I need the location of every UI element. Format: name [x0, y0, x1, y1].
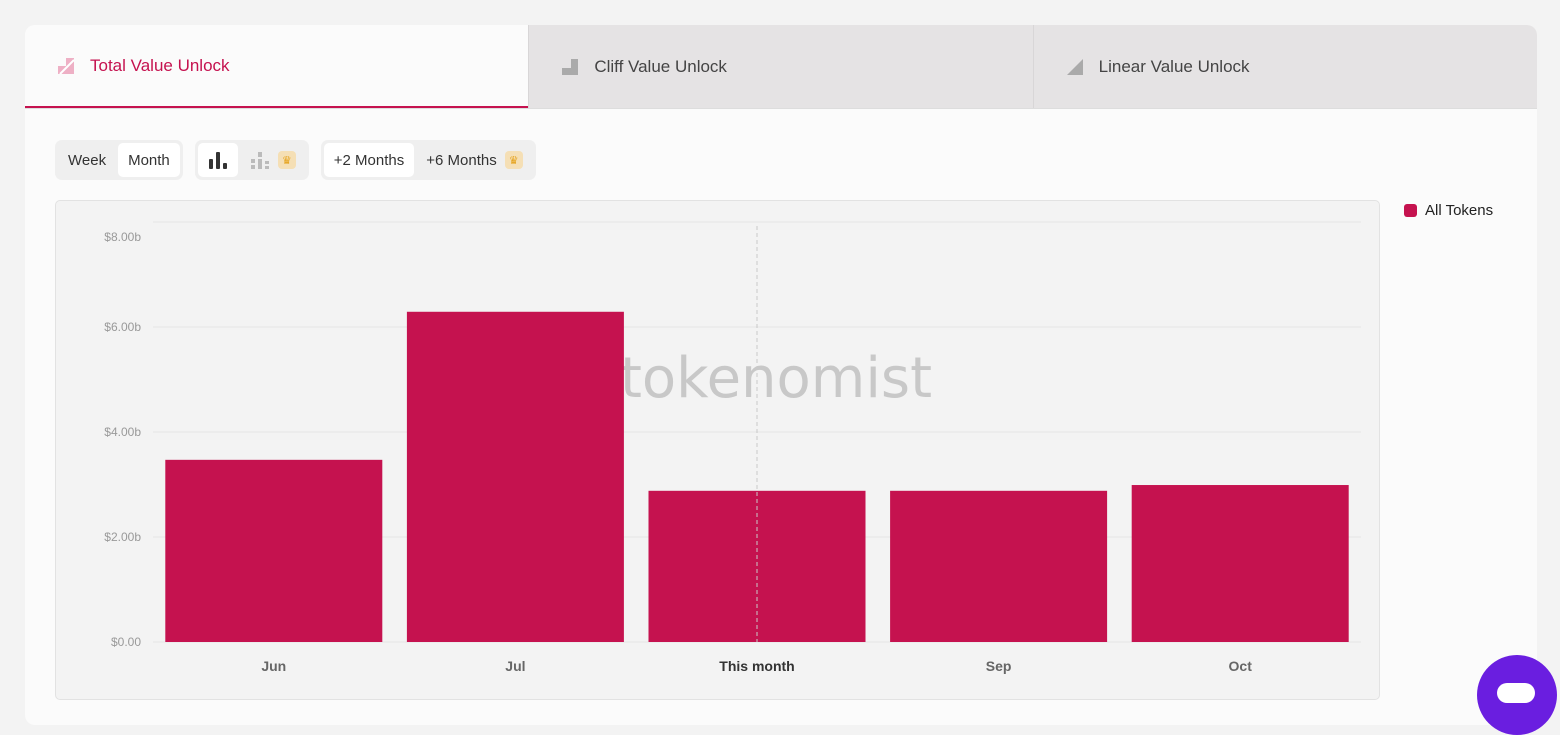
tab-total-value-unlock[interactable]: Total Value Unlock [25, 25, 529, 108]
crown-icon: ♛ [277, 151, 296, 169]
month-button[interactable]: Month [118, 143, 180, 177]
tab-cliff-value-unlock[interactable]: Cliff Value Unlock [528, 25, 1033, 108]
bar-jun [165, 459, 383, 642]
tab-label: Cliff Value Unlock [594, 56, 727, 76]
y-tick-label: $4.00b [104, 425, 141, 439]
y-tick-label: $2.00b [104, 530, 141, 544]
stacked-bar-chart-button[interactable]: ♛ [240, 143, 306, 177]
stacked-bar-chart-icon [250, 152, 269, 169]
plus-6-months-label: +6 Months [426, 151, 497, 169]
watermark: tokenomist [620, 346, 932, 411]
y-tick-label: $8.00b [104, 230, 141, 244]
chat-icon [1497, 683, 1535, 703]
chart-area: $0.00 $2.00b $4.00b $6.00b $8.00b tokenomist J… [55, 200, 1380, 700]
chart-type-toggle: ♛ [194, 140, 309, 180]
crown-icon: ♛ [504, 151, 523, 169]
linear-unlock-icon [1066, 58, 1083, 75]
cliff-unlock-icon [562, 58, 579, 75]
chat-button[interactable] [1477, 655, 1557, 735]
unlock-card: Total Value Unlock Cliff Value Unlock Li… [25, 25, 1537, 725]
legend[interactable]: All Tokens [1404, 202, 1493, 219]
x-tick-label: Sep [986, 658, 1012, 674]
bar-chart-icon [208, 152, 227, 169]
x-tick-label: Jun [261, 658, 286, 674]
range-toggle: +2 Months +6 Months ♛ [320, 140, 536, 180]
total-unlock-icon [58, 57, 74, 74]
bar-oct [1131, 485, 1349, 642]
bar-jul [406, 311, 624, 642]
week-button[interactable]: Week [68, 151, 107, 169]
y-tick-label: $6.00b [104, 320, 141, 334]
plus-2-months-button[interactable]: +2 Months [323, 143, 415, 177]
bar-chart-button[interactable] [197, 143, 238, 177]
period-toggle: Week Month [55, 140, 183, 180]
tab-bar: Total Value Unlock Cliff Value Unlock Li… [25, 25, 1537, 109]
legend-label: All Tokens [1425, 202, 1494, 219]
legend-swatch [1404, 204, 1417, 217]
x-tick-label: This month [719, 658, 794, 674]
y-tick-label: $0.00 [111, 635, 141, 649]
x-tick-label: Oct [1229, 658, 1253, 674]
bar-chart: $0.00 $2.00b $4.00b $6.00b $8.00b tokenomist J… [104, 221, 1361, 674]
chart-controls: Week Month ♛ +2 Months +6 Months ♛ [55, 140, 536, 180]
tab-linear-value-unlock[interactable]: Linear Value Unlock [1032, 25, 1537, 108]
tab-label: Linear Value Unlock [1098, 56, 1250, 76]
plus-6-months-button[interactable]: +6 Months ♛ [416, 143, 532, 177]
x-tick-label: Jul [505, 658, 525, 674]
tab-label: Total Value Unlock [90, 55, 230, 75]
bar-sep [890, 490, 1108, 642]
